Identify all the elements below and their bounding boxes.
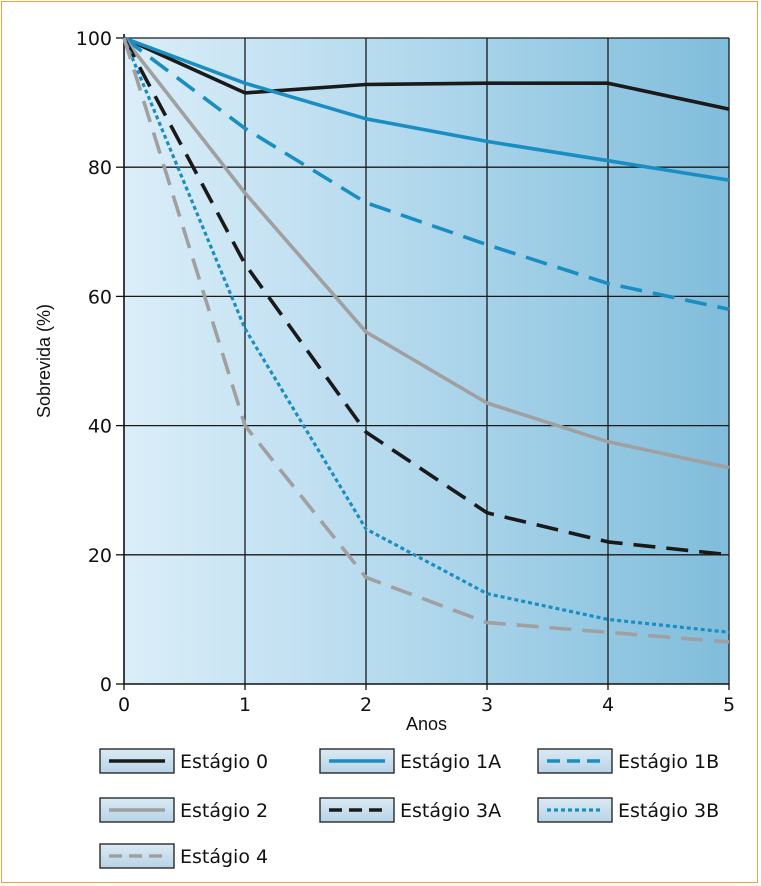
legend-label: Estágio 4 (180, 846, 268, 868)
y-tick-label: 100 (76, 28, 112, 50)
y-axis-title: Sobrevida (%) (34, 304, 54, 418)
y-tick-label: 40 (88, 416, 112, 438)
x-tick-label: 4 (602, 694, 614, 716)
legend-label: Estágio 2 (180, 800, 268, 822)
series-line-est-gio-3a (122, 37, 730, 557)
x-axis-title: Anos (406, 714, 447, 734)
x-tick-label: 3 (481, 694, 493, 716)
y-tick-label: 0 (100, 674, 112, 696)
legend-label: Estágio 3B (618, 800, 719, 822)
y-tick-label: 20 (88, 545, 112, 567)
x-tick-label: 2 (360, 694, 372, 716)
legend-label: Estágio 0 (180, 751, 268, 773)
series-line-est-gio-2 (122, 36, 730, 470)
legend-label: Estágio 1A (400, 751, 501, 773)
x-tick-label: 1 (239, 694, 251, 716)
legend-label: Estágio 1B (618, 751, 719, 773)
y-tick-label: 60 (88, 286, 112, 308)
series-line-est-gio-0 (123, 36, 730, 111)
plot-area (124, 38, 729, 684)
x-tick-label: 0 (118, 694, 130, 716)
series-line-est-gio-4 (122, 37, 730, 644)
x-tick-label: 5 (723, 694, 735, 716)
series-line-est-gio-3b (122, 37, 730, 634)
series-lines (122, 36, 730, 644)
series-line-est-gio-1a (123, 36, 730, 182)
axes: 0 20 40 60 80 100 0 1 2 3 4 5 Anos Sobrevida (%) (34, 28, 735, 734)
legend-label: Estágio 3A (400, 800, 501, 822)
series-line-est-gio-1b (122, 36, 730, 312)
y-tick-label: 80 (88, 157, 112, 179)
legend: Estágio 0 Estágio 1A Estágio 1B Estágio 2 Es… (99, 748, 719, 869)
